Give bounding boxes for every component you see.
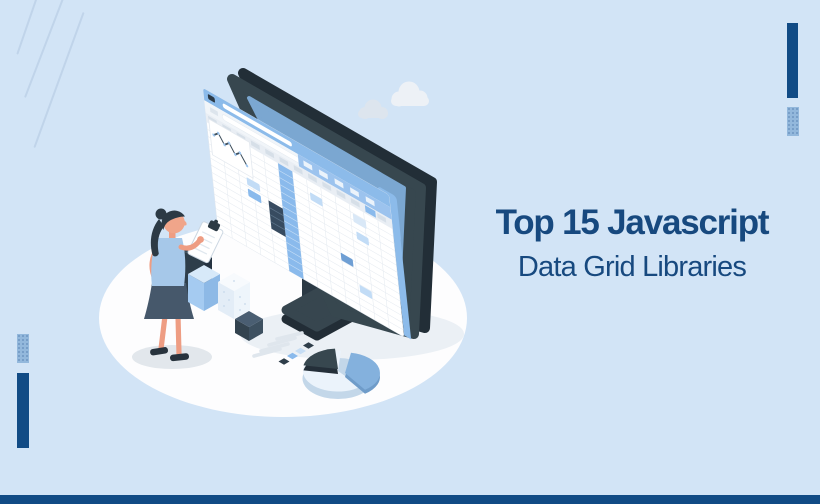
person-skirt <box>144 283 194 319</box>
person-hair <box>161 210 185 230</box>
pie-chart <box>302 348 380 399</box>
browser-menu-dot <box>207 94 216 103</box>
legend-dashes <box>252 331 304 358</box>
person-hair-bun <box>155 208 167 220</box>
cloud-small <box>358 99 388 119</box>
analyst-person <box>144 208 224 362</box>
person-leg <box>158 313 168 352</box>
clipboard <box>187 219 224 264</box>
background-window-edge <box>393 233 412 340</box>
banner-title: Top 15 Javascript Data Grid Libraries <box>452 202 812 285</box>
accent-bar-top-right-dotted <box>787 107 799 136</box>
legend-diamonds <box>278 342 314 365</box>
header-selected-cell <box>364 205 376 218</box>
title-line-2: Data Grid Libraries <box>517 251 747 283</box>
line-chart-card <box>208 118 254 179</box>
window-title-bar <box>203 88 391 208</box>
selected-column <box>277 163 304 280</box>
highlighted-cells <box>246 177 373 299</box>
person-hand <box>197 236 204 243</box>
cube-white-dotted <box>218 273 250 319</box>
toolbar-blue-band <box>297 154 392 220</box>
person-ponytail <box>150 219 164 257</box>
person-leg <box>175 313 182 357</box>
pie-slice-dark <box>303 348 338 369</box>
accent-bar-bottom-left-dotted <box>17 334 29 363</box>
accent-bar-bottom-left-dark <box>17 373 29 448</box>
person-shoe <box>170 353 190 362</box>
browser-search-bar <box>222 103 292 147</box>
title-line-1: Top 15 Javascript <box>495 203 770 242</box>
grid-rows <box>207 128 404 331</box>
bottom-accent-strip <box>0 495 820 504</box>
person-top <box>151 238 186 286</box>
accent-bar-top-right-dark <box>787 23 798 98</box>
cube-dark <box>235 311 263 341</box>
person-nose <box>183 220 187 226</box>
cube-light-blue <box>188 265 220 311</box>
person-neck <box>169 230 176 238</box>
person-shoe <box>150 347 169 356</box>
pie-slice-blue <box>345 352 380 390</box>
cloud-large <box>391 81 429 107</box>
spreadsheet-window <box>203 88 412 340</box>
